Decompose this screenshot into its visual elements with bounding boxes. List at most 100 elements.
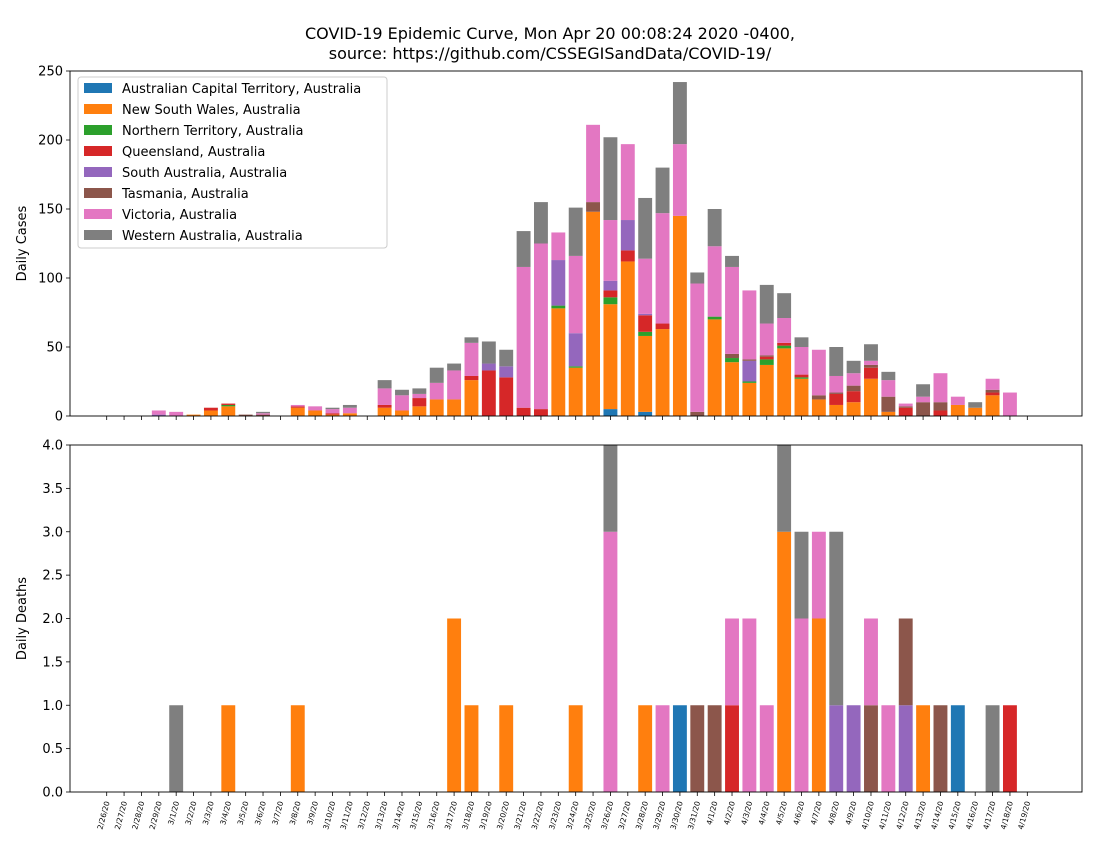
y-tick-label: 200 bbox=[38, 134, 63, 149]
bar-cases-2-38 bbox=[759, 359, 774, 365]
bar-deaths-4-43 bbox=[846, 705, 861, 792]
bar-deaths-6-44 bbox=[864, 618, 878, 706]
bar-cases-6-24 bbox=[516, 266, 531, 408]
bar-cases-4-29 bbox=[603, 280, 618, 291]
bar-cases-3-38 bbox=[759, 356, 774, 360]
y-tick-label: 3.0 bbox=[42, 525, 63, 540]
bar-cases-0-31 bbox=[638, 411, 653, 416]
x-tick-label: 3/12/20 bbox=[356, 800, 372, 830]
legend-entry: South Australia, Australia bbox=[122, 166, 287, 181]
bar-cases-6-44 bbox=[864, 360, 878, 365]
bar-cases-1-37 bbox=[742, 382, 757, 416]
bar-cases-7-31 bbox=[638, 197, 653, 259]
bar-cases-3-32 bbox=[655, 323, 670, 330]
x-tick-label: 4/5/20 bbox=[774, 800, 789, 826]
bar-cases-6-31 bbox=[638, 258, 653, 314]
bar-cases-6-33 bbox=[672, 144, 687, 216]
bar-cases-2-35 bbox=[707, 316, 722, 320]
bar-cases-3-46 bbox=[898, 407, 913, 416]
bar-cases-3-25 bbox=[534, 409, 548, 416]
bar-cases-2-36 bbox=[725, 358, 739, 363]
legend-box bbox=[77, 76, 388, 249]
bar-cases-7-33 bbox=[672, 82, 687, 145]
bar-deaths-6-29 bbox=[603, 531, 618, 792]
x-tick-label: 3/1/20 bbox=[166, 800, 181, 826]
bar-cases-1-19 bbox=[429, 399, 444, 416]
legend-swatch bbox=[84, 188, 112, 198]
bar-cases-3-22 bbox=[481, 370, 496, 416]
bar-cases-5-45 bbox=[881, 396, 896, 412]
bar-cases-7-35 bbox=[707, 209, 722, 247]
bar-cases-6-46 bbox=[898, 403, 913, 407]
bar-cases-3-42 bbox=[829, 393, 844, 405]
panel-daily-deaths: 0.0 0.5 1.0 1.5 2.0 2.5 3.0 3.5 4.0 Daily Deaths bbox=[15, 439, 1083, 801]
bar-cases-1-28 bbox=[586, 211, 601, 416]
bar-cases-1-31 bbox=[638, 335, 653, 412]
bar-cases-3-44 bbox=[864, 367, 878, 379]
x-tick-label: 3/10/20 bbox=[321, 800, 337, 830]
bar-cases-6-18 bbox=[412, 393, 427, 399]
x-tick-label: 3/9/20 bbox=[305, 800, 320, 826]
x-tick-label: 3/14/20 bbox=[391, 800, 407, 830]
x-tick-label: 4/6/20 bbox=[791, 800, 806, 826]
bar-cases-7-9 bbox=[256, 411, 270, 414]
x-tick-label: 3/28/20 bbox=[634, 800, 650, 830]
bar-cases-7-45 bbox=[881, 371, 896, 381]
y-axis-label: Daily Deaths bbox=[15, 577, 30, 660]
bar-cases-1-33 bbox=[672, 215, 687, 416]
bar-cases-7-39 bbox=[777, 293, 792, 319]
bar-cases-1-17 bbox=[395, 410, 409, 416]
bar-cases-7-38 bbox=[759, 284, 774, 324]
bar-deaths-1-47 bbox=[916, 705, 931, 792]
bar-cases-5-28 bbox=[586, 202, 601, 212]
x-tick-label: 3/20/20 bbox=[495, 800, 511, 830]
bar-cases-3-21 bbox=[464, 375, 479, 381]
y-tick-label: 50 bbox=[46, 341, 63, 356]
bar-cases-7-14 bbox=[342, 404, 357, 408]
legend-swatch bbox=[84, 209, 112, 219]
bar-cases-2-26 bbox=[551, 305, 566, 309]
bar-cases-7-21 bbox=[464, 337, 479, 343]
bar-cases-6-32 bbox=[655, 213, 670, 324]
bar-cases-6-45 bbox=[881, 380, 896, 397]
bar-cases-6-9 bbox=[256, 413, 270, 415]
bar-cases-1-50 bbox=[968, 407, 983, 416]
legend-entry: Western Australia, Australia bbox=[122, 229, 303, 244]
y-tick-label: 2.5 bbox=[42, 569, 63, 584]
bar-cases-1-49 bbox=[950, 404, 965, 416]
bar-deaths-6-37 bbox=[742, 618, 757, 792]
x-tick-label: 4/3/20 bbox=[739, 800, 754, 826]
x-tick-label: 3/4/20 bbox=[218, 800, 233, 826]
bar-cases-2-7 bbox=[221, 404, 236, 407]
bar-deaths-6-41 bbox=[811, 531, 826, 619]
bar-cases-5-47 bbox=[916, 402, 931, 416]
legend-entry: Victoria, Australia bbox=[122, 208, 237, 223]
bar-deaths-3-36 bbox=[725, 705, 739, 792]
bar-cases-5-48 bbox=[933, 402, 948, 411]
bar-deaths-7-39 bbox=[777, 445, 792, 532]
bar-cases-6-35 bbox=[707, 246, 722, 317]
bar-cases-1-51 bbox=[985, 395, 1000, 416]
bar-cases-6-25 bbox=[534, 243, 548, 410]
x-tick-label: 3/21/20 bbox=[512, 800, 528, 830]
bar-cases-6-29 bbox=[603, 220, 618, 281]
x-tick-label: 3/26/20 bbox=[599, 800, 615, 830]
x-tick-label: 3/7/20 bbox=[270, 800, 285, 826]
bar-cases-4-3 bbox=[151, 414, 166, 416]
bar-cases-5-46 bbox=[898, 406, 913, 408]
x-tick-label: 4/7/20 bbox=[809, 800, 824, 826]
bar-cases-7-19 bbox=[429, 367, 444, 383]
bar-cases-6-11 bbox=[290, 404, 305, 407]
bar-deaths-5-48 bbox=[933, 705, 948, 792]
bar-deaths-1-31 bbox=[638, 705, 653, 792]
bar-cases-7-29 bbox=[603, 137, 618, 221]
bar-cases-5-37 bbox=[742, 359, 757, 361]
bar-deaths-7-29 bbox=[603, 445, 618, 532]
bar-cases-6-51 bbox=[985, 378, 1000, 390]
bar-cases-7-36 bbox=[725, 255, 739, 267]
legend-entry: Australian Capital Territory, Australia bbox=[122, 82, 361, 97]
bar-cases-5-41 bbox=[811, 395, 826, 400]
bar-cases-4-31 bbox=[638, 313, 653, 316]
bar-cases-6-30 bbox=[620, 144, 635, 221]
bar-cases-3-7 bbox=[221, 403, 236, 405]
